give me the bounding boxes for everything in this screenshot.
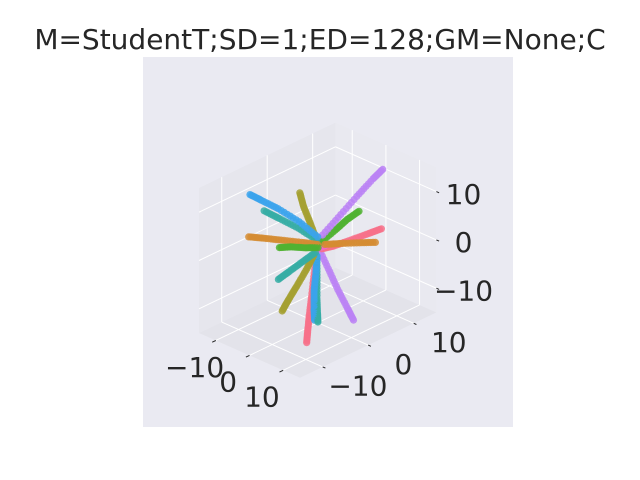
- x-tick-label: 0: [219, 366, 237, 399]
- data-point: [302, 267, 310, 275]
- y-tick-label: −10: [328, 370, 387, 403]
- z-tick-mark: [436, 191, 440, 194]
- y-tick-mark: [367, 344, 372, 347]
- x-tick-label: 10: [244, 381, 280, 414]
- grid-line-z-left: [198, 146, 336, 213]
- data-point: [347, 239, 355, 247]
- y-tick-mark: [413, 322, 417, 325]
- data-point: [379, 165, 387, 173]
- data-point: [275, 244, 283, 252]
- z-tick-mark: [436, 287, 440, 290]
- z-tick-mark: [436, 239, 440, 242]
- x-tick-label: −10: [165, 351, 224, 384]
- z-tick-label: 0: [455, 226, 473, 259]
- y-tick-mark: [322, 366, 326, 369]
- grid-line-y-floor: [312, 278, 414, 324]
- data-point: [321, 240, 329, 249]
- x-tick-mark: [279, 369, 284, 373]
- z-tick-label: −10: [434, 275, 493, 308]
- data-point: [371, 238, 379, 246]
- y-tick-label: 0: [394, 348, 412, 381]
- data-point: [274, 275, 282, 283]
- data-points: [245, 165, 387, 347]
- data-point: [260, 207, 268, 215]
- chart-title: M=StudentT;SD=1;ED=128;GM=None;C: [34, 23, 605, 56]
- y-tick-label: 10: [431, 326, 467, 359]
- data-point: [245, 233, 253, 241]
- x-tick-mark: [211, 340, 217, 343]
- z-tick-label: 10: [446, 178, 482, 211]
- data-point: [246, 191, 254, 199]
- x-tick-mark: [245, 354, 250, 358]
- data-point: [355, 207, 363, 215]
